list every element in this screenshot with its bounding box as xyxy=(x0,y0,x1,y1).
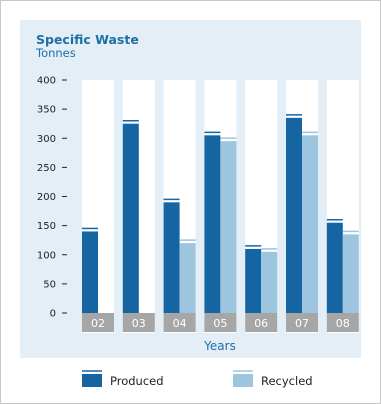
category-box xyxy=(204,313,237,332)
bar-recycled xyxy=(261,251,278,313)
y-tick-label: 200 xyxy=(37,192,56,203)
category-box xyxy=(286,313,318,332)
legend-label-produced: Produced xyxy=(110,374,164,388)
category-label: 08 xyxy=(336,317,350,330)
category-box xyxy=(326,313,359,332)
bar-produced xyxy=(122,123,139,313)
y-tick-label: 250 xyxy=(37,163,56,174)
y-tick-label: 50 xyxy=(43,279,56,290)
x-axis-categories: 02 03 04 05 06 07 08 xyxy=(82,313,359,332)
legend-swatch-produced xyxy=(82,374,102,387)
legend-swatch-recycled xyxy=(233,374,253,387)
y-tick-label: 350 xyxy=(37,105,56,116)
category-box xyxy=(82,313,114,332)
bars xyxy=(82,114,359,313)
y-tick-label: 400 xyxy=(37,76,56,87)
category-label: 04 xyxy=(173,317,187,330)
category-box xyxy=(163,313,196,332)
category-label: 06 xyxy=(254,317,268,330)
bar-recycled xyxy=(342,234,359,313)
category-box xyxy=(122,313,155,332)
bar-produced xyxy=(163,202,180,313)
y-tick-label: 0 xyxy=(50,309,56,320)
chart-title: Specific Waste xyxy=(36,32,139,47)
bar-produced xyxy=(245,248,262,313)
bar-produced xyxy=(82,231,98,313)
category-label: 02 xyxy=(91,317,105,330)
bar-recycled xyxy=(302,135,318,313)
bar-produced xyxy=(326,222,343,313)
y-tick-label: 150 xyxy=(37,221,56,232)
x-axis-label: Years xyxy=(203,339,236,353)
legend: Produced Recycled xyxy=(82,370,313,388)
y-tick-label: 100 xyxy=(37,250,56,261)
category-box xyxy=(245,313,278,332)
category-label: 05 xyxy=(213,317,227,330)
bar-produced xyxy=(286,117,302,313)
bar-recycled xyxy=(179,243,196,313)
category-label: 03 xyxy=(132,317,146,330)
y-axis: 0 50 100 150 200 250 300 350 400 xyxy=(37,76,67,320)
bar-recycled xyxy=(220,141,237,313)
category-label: 07 xyxy=(295,317,309,330)
chart-subtitle: Tonnes xyxy=(36,46,76,60)
bar-produced xyxy=(204,135,221,313)
y-tick-label: 300 xyxy=(37,134,56,145)
legend-label-recycled: Recycled xyxy=(261,374,313,388)
